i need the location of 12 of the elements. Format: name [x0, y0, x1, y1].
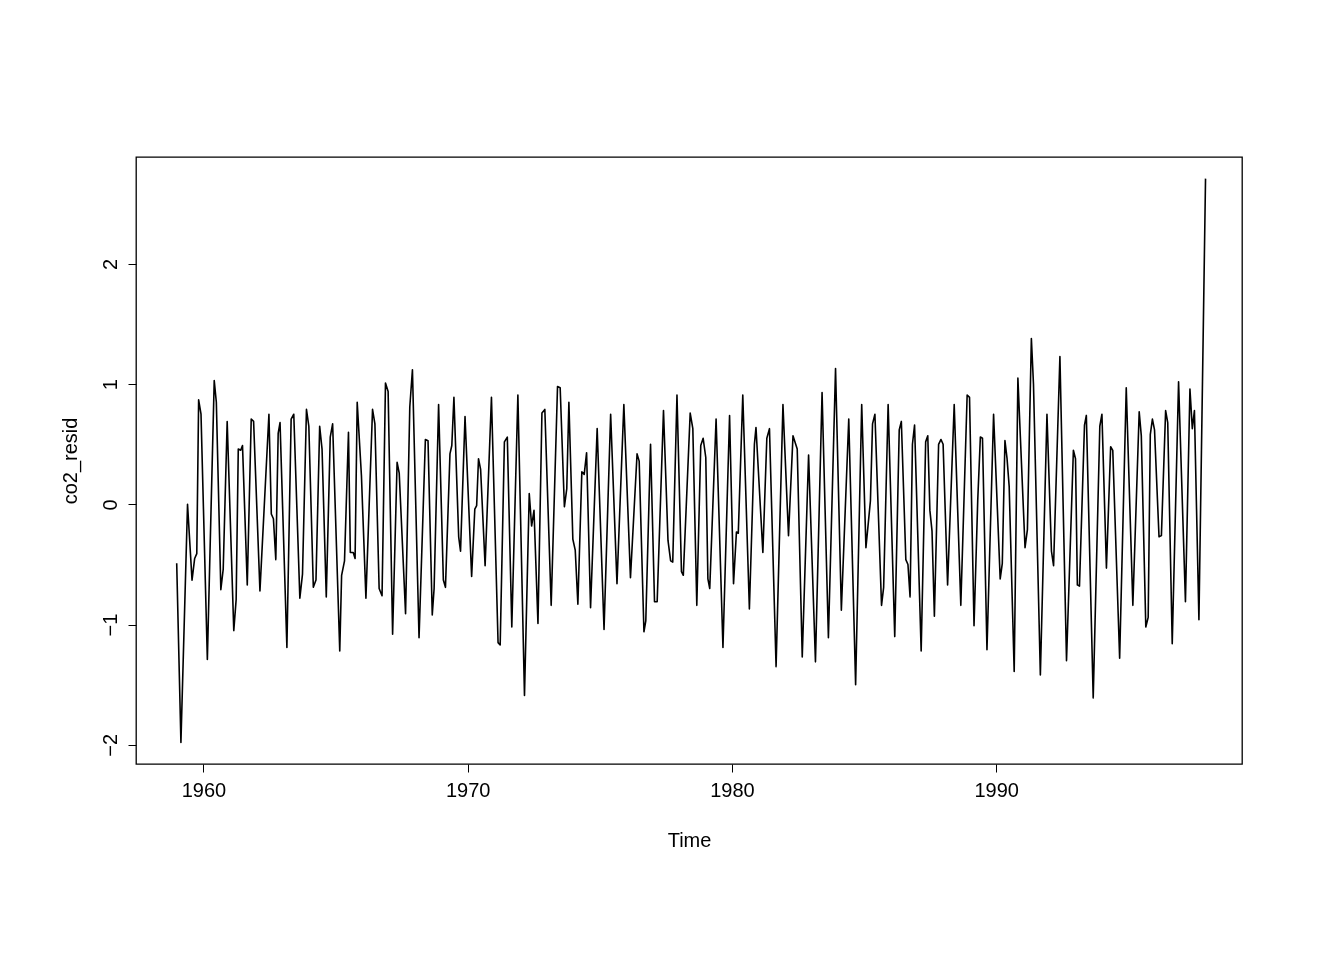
x-tick-label: 1960: [181, 778, 227, 801]
y-tick-label: 1: [98, 379, 121, 391]
x-tick-label: 1980: [710, 778, 755, 801]
y-tick-label: 2: [98, 258, 121, 271]
x-tick-label: 1970: [445, 778, 491, 801]
y-tick-label: −1: [98, 613, 121, 637]
x-tick-label: 1990: [974, 778, 1019, 801]
line-series: [175, 177, 1207, 744]
y-axis-title: co2_resid: [58, 417, 82, 505]
y-tick-label: 0: [98, 499, 121, 511]
x-axis-title: Time: [667, 828, 712, 851]
y-tick-label: −2: [98, 733, 121, 757]
